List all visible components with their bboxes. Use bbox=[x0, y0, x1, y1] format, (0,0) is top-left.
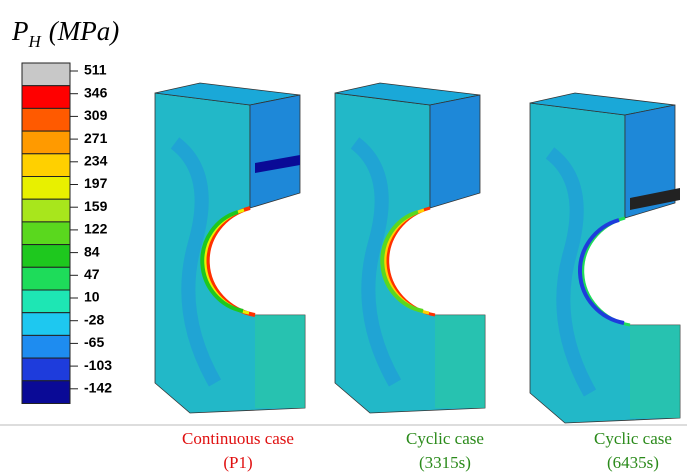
color-box bbox=[21, 62, 71, 87]
legend-label: -103 bbox=[84, 357, 112, 373]
color-box bbox=[21, 130, 71, 155]
legend-label: 47 bbox=[84, 266, 100, 282]
legend-label: -65 bbox=[84, 334, 104, 350]
legend-label: 84 bbox=[84, 243, 100, 259]
legend-label: 511 bbox=[84, 62, 107, 78]
legend-label: 10 bbox=[84, 289, 100, 305]
legend-label: -142 bbox=[84, 380, 112, 396]
caption-line1: Continuous case bbox=[182, 429, 294, 448]
legend-title: PH (MPa) bbox=[11, 16, 119, 51]
colorbar: 511 346 309 271 234 197 159 122 84 47 10 -28 -65 -103… bbox=[21, 62, 112, 404]
subscript: H bbox=[28, 32, 43, 51]
model-cyclic-6435 bbox=[530, 93, 680, 423]
legend-label: 234 bbox=[84, 153, 108, 169]
caption-line2: (3315s) bbox=[419, 453, 471, 472]
legend-label: 159 bbox=[84, 198, 108, 214]
caption-line2: (6435s) bbox=[607, 453, 659, 472]
legend-label: 122 bbox=[84, 221, 108, 237]
legend-label: 309 bbox=[84, 107, 108, 123]
color-box bbox=[21, 266, 71, 291]
color-box bbox=[21, 334, 71, 359]
unit: (MPa) bbox=[49, 16, 119, 46]
color-box bbox=[21, 312, 71, 336]
color-box bbox=[21, 357, 71, 382]
color-box bbox=[21, 380, 71, 404]
color-box bbox=[21, 153, 71, 178]
caption-line1: Cyclic case bbox=[594, 429, 672, 448]
legend-label: -28 bbox=[84, 311, 104, 327]
captions: Continuous case (P1) Cyclic case (3315s) Cyc… bbox=[182, 429, 672, 472]
legend-label: 197 bbox=[84, 175, 108, 191]
caption-line1: Cyclic case bbox=[406, 429, 484, 448]
legend-label: 346 bbox=[84, 84, 108, 100]
color-box bbox=[21, 198, 71, 223]
color-box bbox=[21, 107, 71, 132]
symbol: P bbox=[11, 16, 29, 46]
color-box bbox=[21, 289, 71, 314]
model-cyclic-3315 bbox=[335, 83, 485, 413]
color-box bbox=[21, 176, 71, 200]
model-continuous bbox=[155, 83, 305, 413]
legend-label: 271 bbox=[84, 130, 108, 146]
color-box bbox=[21, 221, 71, 246]
caption-line2: (P1) bbox=[223, 453, 252, 472]
color-box bbox=[21, 244, 71, 268]
color-box bbox=[21, 85, 71, 109]
